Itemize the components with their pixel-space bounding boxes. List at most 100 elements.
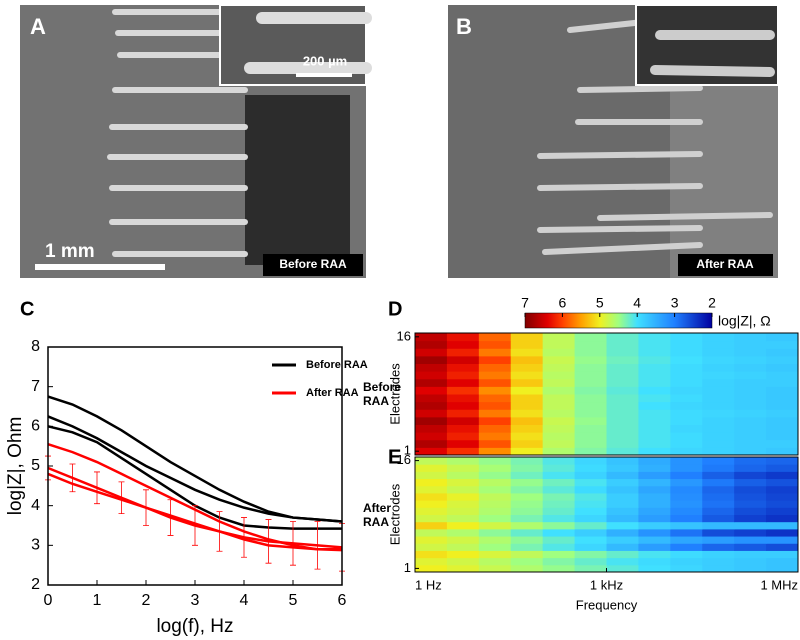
heat-cell	[606, 401, 639, 410]
heat-cell	[415, 401, 448, 410]
heat-cell	[574, 340, 607, 349]
heat-cell	[670, 557, 703, 566]
heat-cell	[670, 378, 703, 387]
heat-cell	[510, 464, 544, 472]
heat-cell	[766, 521, 799, 530]
heat-cell	[446, 409, 480, 418]
heat-cell	[734, 471, 767, 480]
heat-cell	[734, 492, 767, 501]
heat-cell	[510, 564, 544, 573]
heat-cell	[478, 333, 512, 342]
heat-cell	[446, 464, 480, 472]
heat-cell	[734, 416, 767, 425]
heat-cell	[702, 536, 735, 544]
heat-cell	[702, 378, 735, 387]
heat-cell	[415, 424, 448, 433]
heat-cell	[415, 485, 448, 494]
line-series	[47, 466, 343, 549]
x-tick-label: 5	[289, 592, 298, 609]
heat-cell	[702, 528, 735, 537]
heat-cell	[734, 409, 767, 418]
heat-cell	[415, 447, 448, 456]
heat-cell	[415, 464, 448, 472]
heat-cell	[702, 492, 735, 501]
heat-cell	[478, 464, 512, 472]
y-axis-label: Electrodes	[387, 363, 402, 425]
heat-cell	[638, 557, 671, 566]
heat-cell	[702, 464, 735, 472]
heat-cell	[446, 348, 480, 357]
heat-cell	[510, 457, 544, 465]
sem-image-a	[20, 4, 372, 278]
y-tick-label: 5	[31, 457, 40, 474]
heat-cell	[766, 528, 799, 537]
heat-cell	[574, 355, 607, 364]
heat-cell	[670, 348, 703, 357]
row-label: Before RAA	[363, 380, 402, 408]
heat-cell	[638, 378, 671, 387]
panel-letter: E	[388, 446, 401, 468]
heat-cell	[638, 507, 671, 515]
heat-cell	[670, 521, 703, 530]
heat-cell	[542, 424, 576, 433]
x-tick-label: 3	[191, 592, 200, 609]
heat-cell	[606, 355, 639, 364]
heat-cell	[510, 521, 544, 530]
heat-cell	[702, 424, 735, 433]
heat-cell	[542, 457, 576, 465]
heat-cell	[606, 471, 639, 480]
x-tick-label: 1	[93, 592, 102, 609]
x-tick-label: 0	[44, 592, 53, 609]
heat-cell	[702, 439, 735, 448]
heat-cell	[670, 432, 703, 441]
heat-cell	[734, 378, 767, 387]
heat-cell	[574, 409, 607, 418]
heat-cell	[574, 363, 607, 372]
heat-cell	[734, 521, 767, 530]
heat-cell	[415, 536, 448, 544]
heat-cell	[670, 543, 703, 551]
y-axis-label: Electrodes	[387, 483, 402, 545]
heat-cell	[574, 333, 607, 342]
heat-cell	[606, 507, 639, 515]
heat-cell	[446, 432, 480, 441]
heat-cell	[766, 348, 799, 357]
heat-cell	[638, 439, 671, 448]
heat-cell	[734, 394, 767, 403]
heat-cell	[670, 457, 703, 465]
heat-cell	[766, 401, 799, 410]
heat-cell	[415, 409, 448, 418]
heat-cell	[510, 500, 544, 508]
heat-cell	[478, 401, 512, 410]
heat-cell	[478, 536, 512, 544]
heat-cell	[510, 447, 544, 456]
heat-cell	[766, 471, 799, 480]
heat-cell	[542, 378, 576, 387]
heat-cell	[766, 409, 799, 418]
heat-cell	[638, 457, 671, 465]
y-tick-label: 16	[397, 452, 411, 467]
heat-cell	[638, 564, 671, 573]
heat-cell	[734, 355, 767, 364]
heat-cell	[415, 386, 448, 395]
heat-cell	[478, 424, 512, 433]
heat-cell	[670, 416, 703, 425]
heat-cell	[606, 536, 639, 544]
heat-cell	[415, 378, 448, 387]
heat-cell	[766, 514, 799, 523]
heat-cell	[510, 401, 544, 410]
heat-cell	[702, 340, 735, 349]
heat-cell	[574, 416, 607, 425]
line-series	[47, 472, 342, 551]
x-tick-label: 1 kHz	[590, 577, 623, 592]
heat-cell	[510, 424, 544, 433]
heat-cell	[670, 550, 703, 559]
heat-cell	[542, 485, 576, 494]
image-caption: After RAA	[696, 257, 754, 271]
heat-cell	[702, 557, 735, 566]
heat-cell	[415, 340, 448, 349]
heat-cell	[638, 478, 671, 487]
heat-cell	[638, 348, 671, 357]
heat-cell	[638, 485, 671, 494]
